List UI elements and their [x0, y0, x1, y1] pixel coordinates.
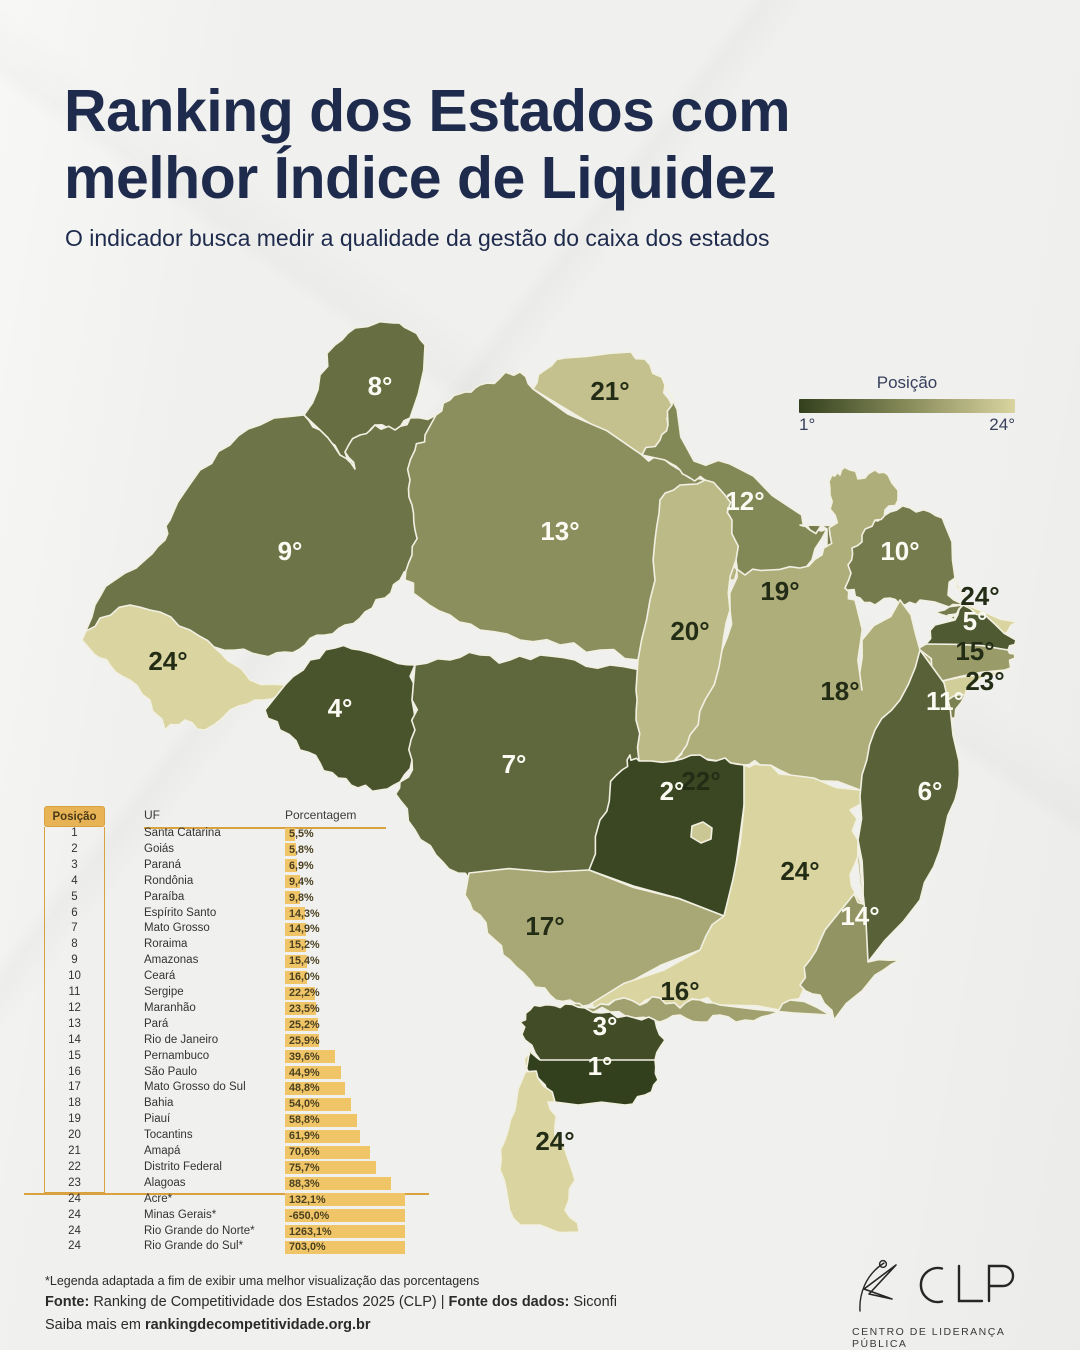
- svg-text:11°: 11°: [926, 686, 964, 716]
- svg-text:22°: 22°: [681, 766, 720, 796]
- svg-text:24°: 24°: [148, 646, 187, 676]
- svg-text:4°: 4°: [328, 693, 353, 723]
- svg-text:10°: 10°: [880, 536, 919, 566]
- svg-text:6°: 6°: [918, 776, 943, 806]
- svg-text:9°: 9°: [278, 536, 303, 566]
- svg-text:21°: 21°: [590, 376, 629, 406]
- svg-text:8°: 8°: [368, 371, 393, 401]
- svg-text:16°: 16°: [660, 976, 699, 1006]
- svg-text:24°: 24°: [780, 856, 819, 886]
- svg-text:15°: 15°: [955, 636, 994, 666]
- svg-text:13°: 13°: [540, 516, 579, 546]
- svg-text:17°: 17°: [525, 911, 564, 941]
- svg-text:12°: 12°: [725, 486, 764, 516]
- svg-text:18°: 18°: [820, 676, 859, 706]
- svg-text:5°: 5°: [963, 606, 988, 636]
- svg-text:24°: 24°: [535, 1126, 574, 1156]
- svg-text:1°: 1°: [588, 1051, 613, 1081]
- svg-text:3°: 3°: [593, 1011, 618, 1041]
- svg-text:20°: 20°: [670, 616, 709, 646]
- svg-text:7°: 7°: [502, 749, 527, 779]
- svg-text:19°: 19°: [760, 576, 799, 606]
- svg-text:23°: 23°: [965, 666, 1004, 696]
- svg-text:14°: 14°: [840, 901, 879, 931]
